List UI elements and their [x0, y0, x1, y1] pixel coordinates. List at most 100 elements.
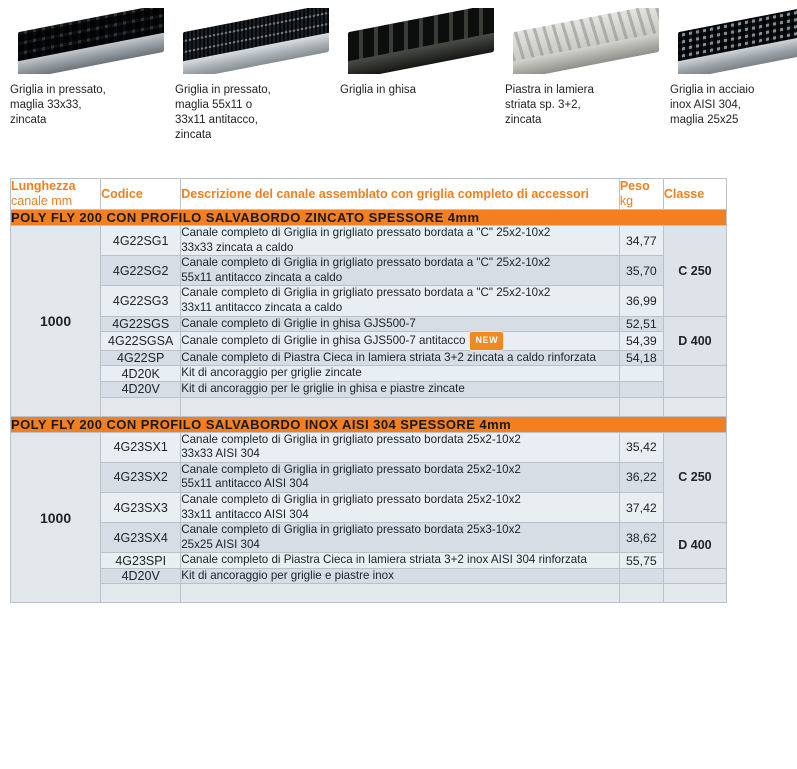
- cell-weight: 54,18: [618, 349, 664, 367]
- section-band-row: POLY FLY 200 CON PROFILO SALVABORDO INOX…: [10, 415, 727, 433]
- cell-class: [662, 365, 728, 398]
- description-line-1: Canale completo di Griglia in grigliato …: [181, 492, 521, 506]
- description-line-1: Kit di ancoraggio per griglie zincate: [181, 366, 362, 380]
- description-line-1: Kit di ancoraggio per le griglie in ghis…: [181, 381, 465, 395]
- cell-description: Canale completo di Griglia in grigliato …: [180, 285, 620, 317]
- description-line-1: Kit di ancoraggio per griglie e piastre …: [181, 568, 394, 582]
- cell-description: Kit di ancoraggio per griglie zincate: [180, 365, 620, 382]
- table-row: 4D20V Kit di ancoraggio per griglie e pia…: [11, 567, 728, 585]
- table-row: 4G22SGSA Canale completo di Griglie in gh…: [11, 331, 727, 351]
- section-band-title: POLY FLY 200 CON PROFILO SALVABORDO INOX…: [10, 415, 727, 433]
- cell-code[interactable]: 4G23SX2: [100, 461, 182, 493]
- cell-weight: 35,42: [618, 431, 664, 463]
- cell-code[interactable]: 4G23SX4: [100, 522, 182, 554]
- cell-code[interactable]: 4D20K: [100, 365, 182, 382]
- table-body: POLY FLY 200 CON PROFILO SALVABORDO ZINC…: [9, 209, 728, 604]
- column-header-class: Classe: [662, 178, 728, 210]
- cell-class: C 250: [662, 225, 728, 317]
- column-header-description: Descrizione del canale assemblato con gr…: [180, 178, 620, 210]
- table-row: 4G23SX4 Canale completo di Griglia in gri…: [11, 522, 728, 569]
- gallery-item-caption: Griglia in pressato, maglia 33x33, zincata: [10, 84, 106, 126]
- column-header-length-line2: canale mm: [11, 194, 73, 208]
- cell-code[interactable]: 4G23SPI: [100, 552, 182, 569]
- cell-code[interactable]: 4G23SX3: [100, 491, 182, 524]
- description-line-2: 33x11 antitacco zincata a caldo: [181, 300, 343, 314]
- table-row: 4G22SGS Canale completo di Griglie in ghi…: [11, 315, 728, 367]
- cell-weight: [618, 380, 664, 398]
- table-row: 4D20K Kit di ancoraggio per griglie zinca…: [11, 365, 728, 398]
- cell-code[interactable]: 4G22SGS: [100, 315, 182, 333]
- cell-weight: 35,70: [618, 255, 664, 287]
- cell-weight: 34,77: [618, 224, 664, 257]
- cell-description: [180, 396, 620, 417]
- gallery-item-caption: Piastra in lamiera striata sp. 3+2, zincat…: [505, 84, 594, 126]
- cell-code[interactable]: 4G22SGSA: [100, 331, 182, 351]
- cell-class: [662, 567, 728, 585]
- table-row: 4D20V Kit di ancoraggio per le griglie in…: [11, 380, 727, 398]
- gallery-item: Griglia in acciaio inox AISI 304, maglia 2…: [670, 8, 797, 158]
- cell-weight: [618, 365, 664, 382]
- table-row-empty: [11, 583, 728, 604]
- description-line-2: 55x11 antitacco zincata a caldo: [181, 270, 343, 284]
- cell-description: Canale completo di Griglia in grigliato …: [180, 461, 620, 493]
- table-row: 1000 4G22SG1 Canale completo di Griglia in…: [9, 224, 728, 417]
- cell-code[interactable]: 4G23SX1: [100, 431, 182, 463]
- cell-description: Canale completo di Griglia in grigliato …: [180, 255, 620, 287]
- gallery-item: Griglia in pressato, maglia 33x33, zincata: [10, 8, 170, 158]
- cell-code[interactable]: 4G22SP: [100, 349, 182, 367]
- gallery-item-caption: Griglia in pressato, maglia 55x11 o 33x11 …: [175, 84, 271, 141]
- cell-weight: 54,39: [618, 331, 664, 351]
- table-header-row: Lunghezza canale mm Codice Descrizione d…: [9, 178, 728, 210]
- gallery-item-caption: Griglia in acciaio inox AISI 304, maglia 2…: [670, 84, 755, 126]
- cell-description: Canale completo di Griglie in ghisa GJS5…: [180, 331, 620, 351]
- table-row: 1000 4G23SX1 Canale completo di Griglia in…: [9, 431, 728, 604]
- gallery-item: Piastra in lamiera striata sp. 3+2, zincat…: [505, 8, 665, 158]
- table-header: Lunghezza canale mm Codice Descrizione d…: [9, 178, 728, 210]
- cell-code[interactable]: 4G22SG2: [100, 255, 182, 287]
- cell-weight: 36,22: [618, 461, 664, 493]
- cell-description: Canale completo di Piastra Cieca in lami…: [180, 552, 620, 569]
- cell-description: Canale completo di Griglia in grigliato …: [180, 431, 620, 463]
- cell-class: [662, 583, 728, 604]
- cell-code[interactable]: 4D20V: [100, 380, 182, 398]
- cell-code[interactable]: 4G22SG3: [100, 285, 182, 317]
- table-row: 4G22SP Canale completo di Piastra Cieca i…: [11, 349, 727, 367]
- cell-weight: [618, 583, 664, 604]
- cell-description: Canale completo di Piastra Cieca in lami…: [180, 349, 620, 367]
- grating-stainless-25x25-image: [670, 8, 797, 74]
- description-line-2: 33x11 antitacco AISI 304: [181, 507, 309, 521]
- section-band-title: POLY FLY 200 CON PROFILO SALVABORDO ZINC…: [10, 209, 727, 226]
- price-table-wrap: Lunghezza canale mm Codice Descrizione d…: [9, 178, 728, 604]
- description-line-1: Canale completo di Griglia in grigliato …: [181, 286, 551, 300]
- cell-description: Canale completo di Griglia in grigliato …: [180, 491, 620, 524]
- table-row: 4G22SG2 Canale completo di Griglia in gri…: [11, 255, 727, 287]
- cell-description: Kit di ancoraggio per griglie e piastre …: [180, 567, 620, 585]
- cell-length: 1000: [9, 225, 102, 417]
- price-table: Lunghezza canale mm Codice Descrizione d…: [9, 178, 728, 604]
- cell-code: [100, 583, 182, 604]
- column-header-code: Codice: [100, 178, 182, 210]
- cell-description: Canale completo di Griglia in grigliato …: [180, 224, 620, 257]
- cell-class: C 250: [662, 431, 728, 524]
- column-header-weight-line1: Peso: [619, 179, 650, 193]
- table-row-empty: [11, 396, 728, 417]
- table-row: 4G23SX3 Canale completo di Griglia in gri…: [11, 491, 727, 524]
- cell-weight: [618, 567, 664, 585]
- description-line-1: Canale completo di Griglie in ghisa GJS5…: [181, 316, 416, 330]
- grating-cast-iron-image: [340, 8, 500, 74]
- cell-description: Canale completo di Griglie in ghisa GJS5…: [180, 315, 620, 333]
- description-line-1: Canale completo di Griglia in grigliato …: [181, 226, 551, 239]
- cell-code[interactable]: 4D20V: [100, 567, 182, 585]
- description-line-2: 25x25 AISI 304: [181, 537, 260, 551]
- cell-code: [100, 396, 182, 417]
- table-row: 4G22SG3 Canale completo di Griglia in gri…: [11, 285, 727, 317]
- cell-weight: 38,62: [618, 522, 664, 554]
- grating-pressed-55x11-image: [175, 8, 335, 74]
- column-header-length-line1: Lunghezza: [11, 179, 76, 193]
- cell-weight: 55,75: [618, 552, 664, 569]
- gallery-item: Griglia in ghisa: [340, 8, 500, 158]
- gallery-item-caption: Griglia in ghisa: [340, 84, 417, 96]
- table-row: 4G23SX2 Canale completo di Griglia in gri…: [11, 461, 727, 493]
- description-line-2: 55x11 antitacco AISI 304: [181, 477, 309, 491]
- cell-code[interactable]: 4G22SG1: [100, 224, 182, 257]
